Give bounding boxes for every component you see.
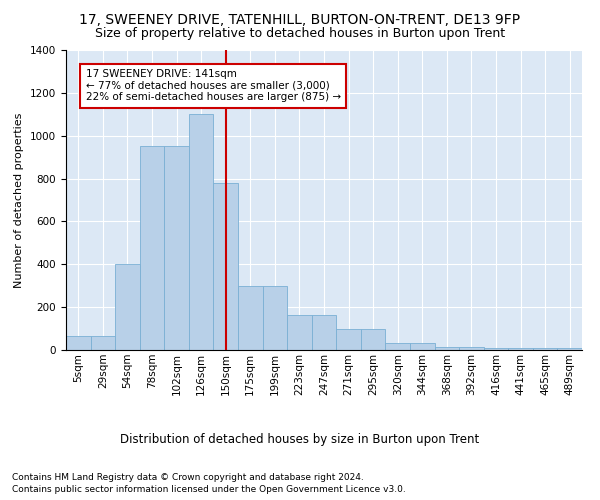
Bar (557, 348, 582, 350)
Bar (164, 146, 189, 350)
Bar (484, 348, 508, 350)
Bar (91, 336, 115, 350)
Bar (361, 328, 385, 350)
Bar (115, 264, 140, 350)
Text: Distribution of detached houses by size in Burton upon Trent: Distribution of detached houses by size … (121, 432, 479, 446)
Bar (263, 286, 287, 350)
Bar (287, 314, 312, 350)
Bar (385, 342, 410, 350)
Text: Contains public sector information licensed under the Open Government Licence v3: Contains public sector information licen… (12, 485, 406, 494)
Bar (434, 347, 459, 350)
Bar (459, 347, 484, 350)
Bar (312, 314, 336, 350)
Text: Contains HM Land Registry data © Crown copyright and database right 2024.: Contains HM Land Registry data © Crown c… (12, 472, 364, 482)
Bar (140, 146, 164, 350)
Bar (533, 348, 557, 350)
Y-axis label: Number of detached properties: Number of detached properties (14, 112, 25, 288)
Bar (66, 336, 91, 350)
Bar (336, 328, 361, 350)
Bar (238, 286, 263, 350)
Text: Size of property relative to detached houses in Burton upon Trent: Size of property relative to detached ho… (95, 28, 505, 40)
Bar (508, 348, 533, 350)
Bar (214, 183, 238, 350)
Text: 17 SWEENEY DRIVE: 141sqm
← 77% of detached houses are smaller (3,000)
22% of sem: 17 SWEENEY DRIVE: 141sqm ← 77% of detach… (86, 70, 341, 102)
Bar (410, 342, 434, 350)
Text: 17, SWEENEY DRIVE, TATENHILL, BURTON-ON-TRENT, DE13 9FP: 17, SWEENEY DRIVE, TATENHILL, BURTON-ON-… (79, 12, 521, 26)
Bar (189, 114, 214, 350)
